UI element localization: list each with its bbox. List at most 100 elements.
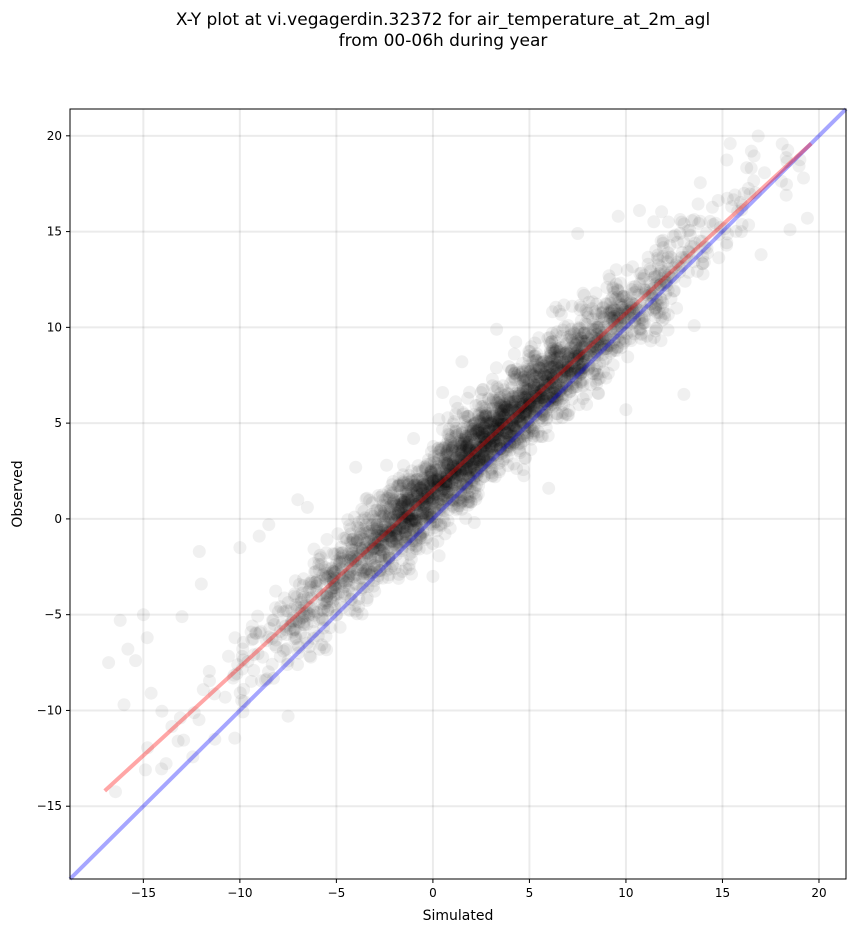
data-point xyxy=(291,638,305,652)
data-point xyxy=(404,530,418,544)
data-point xyxy=(327,571,341,584)
data-point xyxy=(431,459,445,473)
data-point xyxy=(586,366,600,380)
data-point xyxy=(623,311,637,325)
data-point xyxy=(669,258,683,272)
data-point xyxy=(413,530,427,544)
data-point xyxy=(486,415,500,429)
data-point xyxy=(370,519,384,533)
data-point xyxy=(544,360,558,374)
x-tick-label: 15 xyxy=(715,886,730,900)
data-point xyxy=(418,513,432,527)
data-point xyxy=(344,522,358,536)
data-point xyxy=(319,573,333,587)
data-point xyxy=(484,444,498,458)
data-point xyxy=(529,395,542,409)
data-point xyxy=(411,459,425,473)
data-point xyxy=(459,441,473,455)
data-point xyxy=(654,298,668,312)
data-point xyxy=(500,416,514,430)
data-point xyxy=(465,453,479,467)
x-tick-label: 0 xyxy=(429,886,437,900)
data-point xyxy=(477,452,491,466)
data-point xyxy=(472,430,486,444)
data-point xyxy=(492,465,506,479)
data-point xyxy=(506,418,520,432)
data-point xyxy=(418,482,432,496)
data-point xyxy=(545,354,559,367)
data-point xyxy=(382,489,396,503)
data-point xyxy=(583,336,597,350)
data-point xyxy=(463,490,477,504)
data-point xyxy=(466,418,480,432)
data-point xyxy=(568,347,582,360)
data-point xyxy=(615,306,629,320)
data-point xyxy=(373,529,386,543)
data-point xyxy=(459,478,473,492)
data-point xyxy=(673,213,687,226)
data-point xyxy=(644,288,658,302)
data-point xyxy=(432,549,446,563)
data-point xyxy=(546,371,560,385)
data-point xyxy=(600,334,614,348)
data-point xyxy=(476,383,489,397)
data-point xyxy=(535,390,549,404)
data-point xyxy=(514,399,528,413)
data-point xyxy=(627,304,641,318)
data-point xyxy=(516,398,530,411)
data-point xyxy=(527,383,541,397)
data-point xyxy=(462,465,476,479)
data-point xyxy=(476,427,490,441)
data-point xyxy=(603,305,617,319)
data-point xyxy=(244,674,258,688)
data-point xyxy=(290,590,304,604)
data-point xyxy=(281,709,295,723)
data-point xyxy=(454,467,468,481)
data-point xyxy=(435,441,449,455)
data-point xyxy=(553,343,567,357)
data-point xyxy=(549,384,563,398)
data-point xyxy=(469,449,483,463)
data-point xyxy=(633,267,647,281)
data-point xyxy=(590,297,604,311)
data-point xyxy=(478,424,492,438)
data-point xyxy=(492,456,506,470)
data-point xyxy=(466,449,480,462)
data-point xyxy=(476,417,489,431)
data-point xyxy=(553,385,567,399)
data-point xyxy=(720,236,734,250)
data-point xyxy=(370,565,384,579)
data-point xyxy=(471,446,485,460)
data-point xyxy=(509,410,523,424)
data-point xyxy=(501,409,515,423)
data-point xyxy=(468,446,482,460)
data-point xyxy=(421,503,435,517)
data-point xyxy=(292,615,306,629)
data-point xyxy=(375,543,389,557)
data-point xyxy=(436,474,450,488)
data-point xyxy=(328,566,342,580)
data-point xyxy=(293,601,307,615)
data-point xyxy=(343,550,357,564)
data-point xyxy=(559,388,573,402)
data-point xyxy=(479,404,493,417)
data-point xyxy=(444,467,458,481)
data-point xyxy=(500,400,514,414)
data-point xyxy=(470,432,483,446)
data-point xyxy=(531,374,545,388)
data-point xyxy=(382,550,396,564)
data-point xyxy=(454,447,468,461)
data-point xyxy=(462,441,476,455)
data-point xyxy=(588,336,602,350)
data-point xyxy=(365,533,379,547)
data-point xyxy=(356,561,370,575)
data-point xyxy=(620,326,634,340)
data-point xyxy=(368,558,382,572)
data-point xyxy=(405,514,419,528)
data-point xyxy=(522,373,536,387)
data-point xyxy=(439,463,453,477)
data-point xyxy=(442,471,456,485)
data-point xyxy=(481,447,495,461)
data-point xyxy=(425,490,439,504)
data-point xyxy=(383,507,397,521)
